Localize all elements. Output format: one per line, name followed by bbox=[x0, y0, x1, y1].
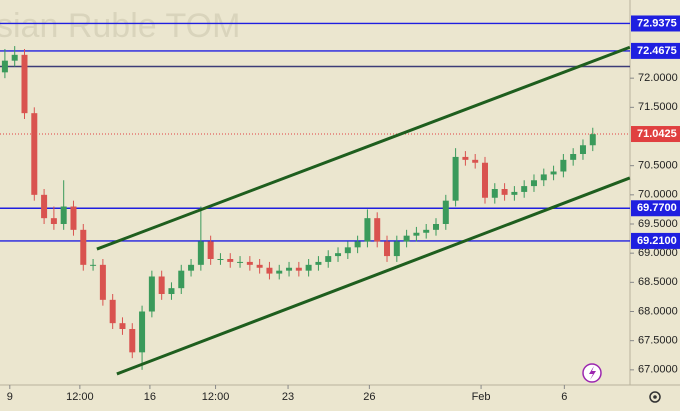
candle-body bbox=[433, 224, 440, 230]
y-tick-label: 67.5000 bbox=[638, 335, 678, 347]
candle-body bbox=[158, 276, 165, 294]
candle-body bbox=[119, 323, 126, 329]
trend-line bbox=[96, 45, 631, 251]
candle-body bbox=[579, 145, 586, 154]
y-tick-label: 68.5000 bbox=[638, 276, 678, 288]
candle-body bbox=[50, 218, 57, 224]
candle-body bbox=[511, 191, 518, 195]
y-tick-label: 72.0000 bbox=[638, 72, 678, 84]
candle-body bbox=[335, 253, 342, 257]
candle-body bbox=[560, 159, 567, 172]
candle-body bbox=[491, 189, 498, 198]
candle-body bbox=[80, 229, 87, 265]
x-tick-label: 12:00 bbox=[66, 391, 94, 403]
level-label: 71.0425 bbox=[637, 128, 677, 140]
candle-body bbox=[344, 247, 351, 254]
candle-body bbox=[462, 156, 469, 160]
candle-body bbox=[295, 267, 302, 271]
candle-body bbox=[227, 259, 234, 262]
watermark: sian Ruble TOM bbox=[0, 7, 240, 45]
y-tick-label: 71.5000 bbox=[638, 101, 678, 113]
level-label-box bbox=[631, 15, 680, 32]
candle-body bbox=[423, 229, 430, 233]
candle-body bbox=[413, 232, 420, 236]
candle-body bbox=[540, 174, 547, 181]
x-tick-label: 6 bbox=[561, 391, 567, 403]
candle-body bbox=[315, 261, 322, 265]
candle-body bbox=[393, 241, 400, 257]
x-tick-label: 16 bbox=[144, 391, 156, 403]
level-label: 69.7700 bbox=[637, 202, 677, 214]
candle-body bbox=[354, 241, 361, 248]
candle-body bbox=[60, 206, 67, 224]
x-tick-label: 12:00 bbox=[202, 391, 230, 403]
candle-body bbox=[384, 241, 391, 257]
candle-body bbox=[256, 264, 263, 268]
candle-body bbox=[550, 171, 557, 175]
y-tick-label: 70.5000 bbox=[638, 160, 678, 172]
candle-body bbox=[70, 206, 77, 230]
candle-body bbox=[481, 162, 488, 198]
candle-body bbox=[217, 259, 224, 260]
candle-body bbox=[286, 267, 293, 271]
x-tick-label: Feb bbox=[472, 391, 491, 403]
candle-body bbox=[246, 261, 253, 265]
candle-body bbox=[148, 276, 155, 312]
candle-body bbox=[276, 270, 283, 274]
candle-body bbox=[99, 264, 106, 300]
candle-body bbox=[305, 264, 312, 271]
level-label-box bbox=[631, 200, 680, 217]
level-label-box bbox=[631, 126, 680, 143]
candle-body bbox=[325, 256, 332, 262]
candle-body bbox=[109, 299, 116, 324]
y-tick-label: 69.0000 bbox=[638, 247, 678, 259]
candle-body bbox=[207, 241, 214, 259]
candle-body bbox=[188, 264, 195, 271]
candle-body bbox=[364, 218, 371, 242]
candle-body bbox=[237, 261, 244, 263]
candle-body bbox=[1, 60, 8, 73]
candle-body bbox=[21, 54, 28, 114]
y-tick-label: 69.5000 bbox=[638, 218, 678, 230]
candle-body bbox=[197, 241, 204, 265]
candle-body bbox=[442, 200, 449, 224]
candle-body bbox=[570, 154, 577, 160]
candle-body bbox=[168, 288, 175, 294]
candle-body bbox=[90, 264, 97, 266]
settings-icon[interactable] bbox=[649, 391, 661, 403]
level-label: 72.4675 bbox=[637, 45, 677, 57]
candle-body bbox=[266, 267, 273, 274]
candle-body bbox=[129, 329, 136, 353]
candle-body bbox=[501, 189, 508, 195]
y-tick-label: 67.0000 bbox=[638, 364, 678, 376]
candle-body bbox=[31, 113, 38, 195]
x-tick-label: 26 bbox=[363, 391, 375, 403]
candle-body bbox=[472, 159, 479, 163]
candle-body bbox=[178, 270, 185, 289]
candle-body bbox=[374, 218, 381, 242]
level-label-box bbox=[631, 232, 680, 249]
candle-body bbox=[521, 186, 528, 192]
candle-body bbox=[530, 180, 537, 187]
level-label: 72.9375 bbox=[637, 17, 677, 29]
candle-body bbox=[139, 311, 146, 353]
tv-logo[interactable] bbox=[582, 363, 602, 383]
y-tick-label: 68.0000 bbox=[638, 305, 678, 317]
x-tick-label: 9 bbox=[7, 391, 13, 403]
candle-body bbox=[41, 194, 48, 219]
candle-body bbox=[403, 235, 410, 242]
candle-body bbox=[11, 54, 18, 61]
candle-body bbox=[452, 156, 459, 201]
candle-body bbox=[589, 134, 596, 146]
level-label-box bbox=[631, 42, 680, 59]
level-label: 69.2100 bbox=[637, 235, 677, 247]
trend-line bbox=[116, 176, 631, 376]
x-tick-label: 23 bbox=[282, 391, 294, 403]
y-tick-label: 70.0000 bbox=[638, 189, 678, 201]
